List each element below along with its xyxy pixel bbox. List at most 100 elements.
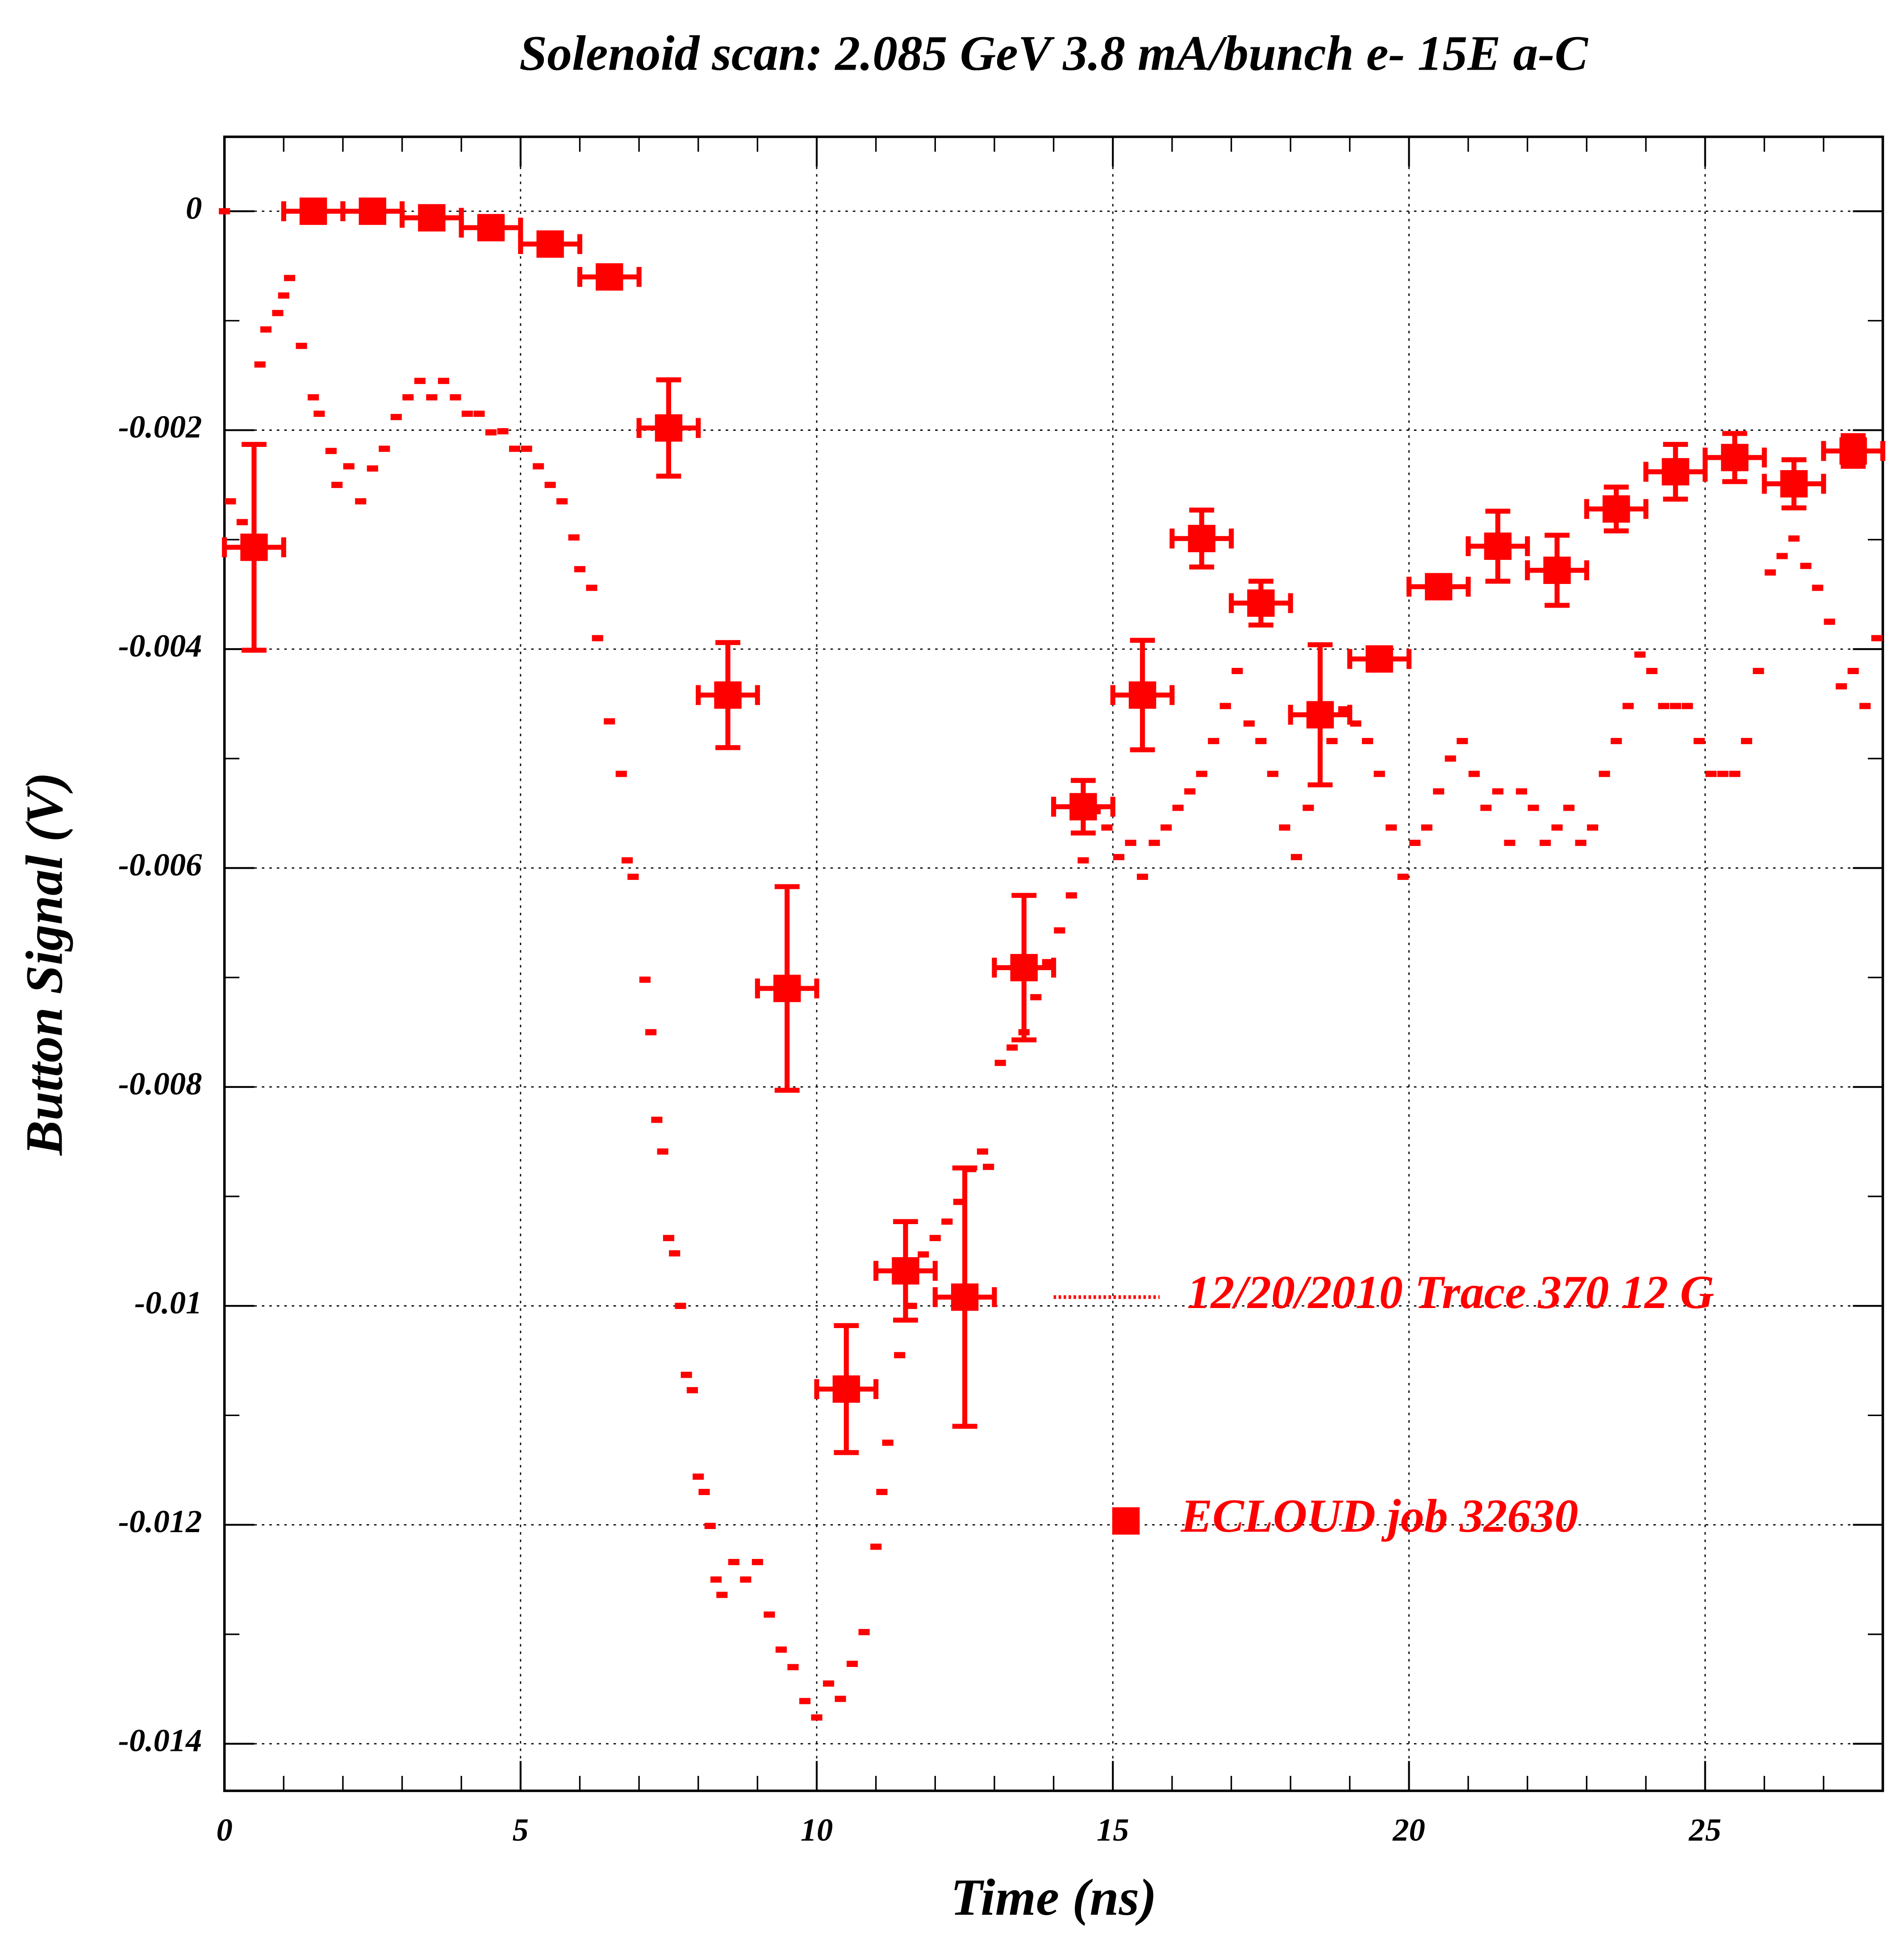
trace-point <box>1504 840 1516 846</box>
trace-point <box>331 482 343 488</box>
trace-point <box>657 1148 668 1155</box>
trace-point <box>278 292 289 299</box>
trace-point <box>983 1163 994 1170</box>
trace-point <box>627 874 639 880</box>
trace-point <box>1243 720 1255 727</box>
chart-title: Solenoid scan: 2.085 GeV 3.8 mA/bunch e-… <box>519 26 1589 81</box>
trace-point <box>497 428 509 434</box>
x-axis-label: Time (ns) <box>951 1869 1157 1926</box>
trace-point <box>787 1664 799 1671</box>
trace-point <box>1492 788 1503 795</box>
data-point <box>1780 470 1808 498</box>
x-tick-label: 0 <box>216 1812 232 1848</box>
y-tick-label: -0.01 <box>134 1284 202 1321</box>
trace-point <box>1575 840 1587 846</box>
trace-point <box>1030 994 1042 1000</box>
x-tick-label: 15 <box>1097 1812 1129 1848</box>
trace-point <box>651 1117 663 1123</box>
legend-marker <box>1112 1507 1140 1535</box>
trace-point <box>308 394 319 400</box>
trace-point <box>686 1387 698 1393</box>
trace-point <box>1670 703 1681 709</box>
data-point <box>1010 954 1038 982</box>
trace-point <box>1136 874 1148 880</box>
trace-point <box>1611 738 1622 744</box>
trace-point <box>568 534 580 541</box>
data-point <box>418 204 446 232</box>
data-point <box>655 414 683 442</box>
y-tick-label: -0.006 <box>118 846 202 883</box>
trace-point <box>799 1698 811 1704</box>
trace-point <box>704 1523 716 1529</box>
trace-point <box>622 857 633 864</box>
trace-point <box>1859 703 1871 709</box>
trace-point <box>740 1576 752 1583</box>
trace-point <box>1350 720 1361 727</box>
trace-point <box>1042 959 1053 966</box>
data-point <box>1188 525 1215 552</box>
trace-point <box>1172 804 1184 811</box>
trace-point <box>1255 738 1267 744</box>
trace-point <box>710 1576 722 1583</box>
trace-point <box>663 1235 674 1242</box>
data-point <box>1365 645 1393 673</box>
trace-point <box>669 1250 681 1257</box>
data-point <box>1247 589 1275 617</box>
trace-point <box>953 1199 965 1205</box>
trace-point <box>325 448 337 454</box>
data-point <box>1543 556 1571 584</box>
trace-point <box>272 310 284 317</box>
trace-point <box>894 1352 906 1358</box>
trace-point <box>1326 738 1338 744</box>
trace-point <box>716 1592 728 1598</box>
trace-point <box>675 1303 686 1309</box>
trace-point <box>1338 706 1350 712</box>
trace-point <box>592 635 603 642</box>
trace-point <box>604 718 615 725</box>
y-axis-label: Button Signal (V) <box>16 772 73 1156</box>
trace-point <box>1587 824 1599 831</box>
trace-point <box>752 1558 763 1565</box>
trace-point <box>698 1489 710 1495</box>
trace-point <box>639 976 651 983</box>
trace-point <box>615 771 627 777</box>
trace-point <box>544 482 556 488</box>
trace-point <box>811 1714 823 1721</box>
trace-point <box>1824 618 1835 625</box>
trace-point <box>1634 651 1646 658</box>
trace-point <box>977 1148 988 1155</box>
data-point <box>359 197 386 225</box>
x-tick-label: 10 <box>801 1812 833 1848</box>
data-point <box>477 214 505 242</box>
trace-point <box>1374 771 1385 777</box>
y-tick-label: -0.002 <box>118 408 202 445</box>
data-point <box>240 533 268 561</box>
trace-point <box>1421 824 1432 831</box>
trace-point <box>1729 771 1741 777</box>
trace-point <box>1776 553 1788 559</box>
trace-point <box>1468 771 1480 777</box>
trace-point <box>764 1611 775 1618</box>
trace-point <box>645 1029 657 1036</box>
trace-point <box>473 410 485 417</box>
data-point <box>773 975 801 1002</box>
trace-point <box>509 446 521 452</box>
trace-point <box>1551 824 1563 831</box>
trace-point <box>343 463 355 470</box>
trace-point <box>1279 824 1290 831</box>
data-point <box>1306 701 1334 729</box>
trace-point <box>823 1680 835 1687</box>
trace-point <box>1267 771 1278 777</box>
trace-point <box>728 1558 739 1565</box>
trace-point <box>1125 840 1136 846</box>
x-tick-label: 5 <box>513 1812 529 1848</box>
trace-point <box>994 1059 1006 1066</box>
trace-point <box>254 361 266 368</box>
trace-point <box>1847 668 1859 674</box>
trace-point <box>1065 892 1077 899</box>
y-tick-label: -0.008 <box>118 1065 202 1101</box>
trace-point <box>1717 771 1729 777</box>
trace-point <box>313 410 325 417</box>
data-point <box>892 1257 919 1285</box>
